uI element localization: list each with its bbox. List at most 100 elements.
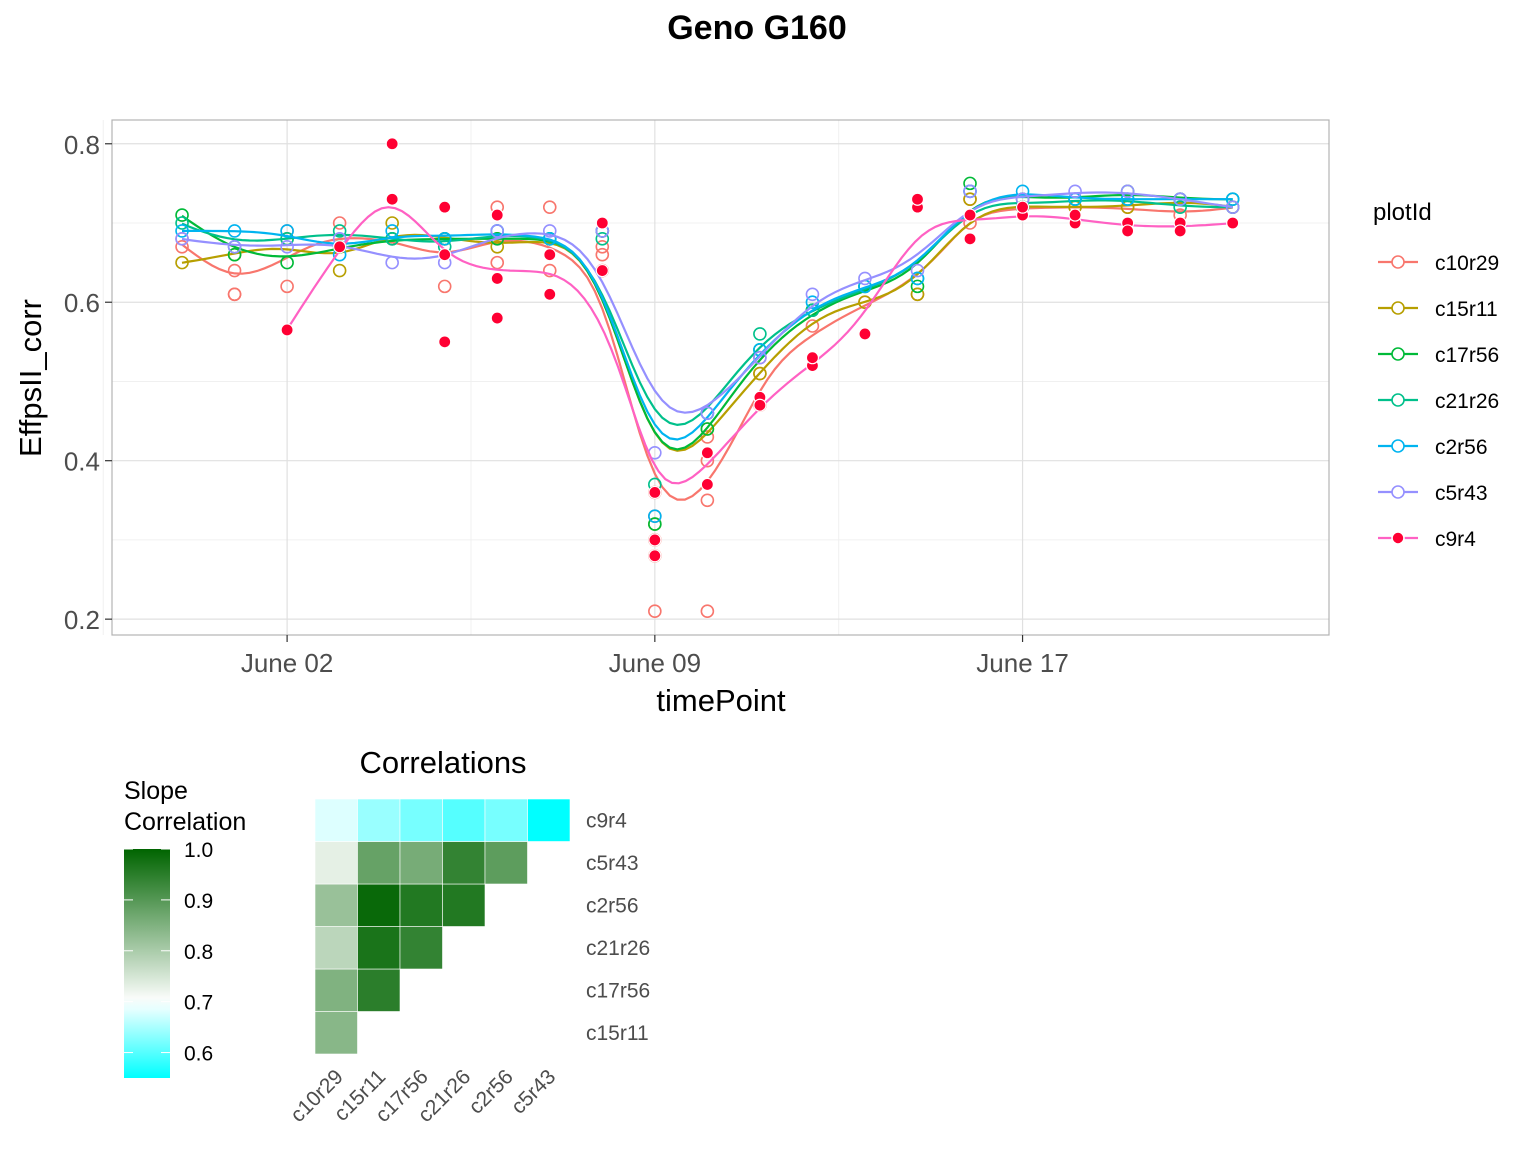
data-point — [227, 263, 242, 278]
data-point — [490, 208, 504, 222]
data-point — [227, 247, 242, 262]
data-point — [490, 224, 505, 238]
x-tick-label: June 09 — [609, 648, 702, 678]
heatmap-cell — [314, 883, 358, 927]
legend-label: c2r56 — [1435, 436, 1488, 459]
colorbar-ticks: 0.6 0.7 0.8 0.9 1.0 — [124, 839, 213, 1066]
series-line — [286, 206, 1233, 485]
colorbar — [124, 849, 170, 1078]
data-point — [437, 232, 452, 246]
colorbar-tick-label: 0.6 — [184, 1043, 213, 1066]
heatmap-cell — [357, 926, 401, 970]
legend-label: c10r29 — [1435, 252, 1499, 275]
data-point — [753, 327, 767, 341]
heatmap-cell — [314, 1011, 358, 1055]
data-point — [280, 255, 294, 270]
colorbar-title-line-1: Slope — [124, 777, 188, 805]
data-point — [805, 351, 820, 365]
data-point — [700, 477, 714, 492]
data-point — [805, 319, 820, 333]
data-point — [490, 232, 505, 246]
data-point — [332, 224, 347, 238]
heatmap-cell — [357, 798, 401, 842]
data-point — [910, 279, 925, 294]
heatmap-row-label: c5r43 — [586, 852, 639, 875]
data-point — [858, 327, 872, 341]
legend-label: c17r56 — [1435, 344, 1499, 367]
data-point — [1120, 184, 1135, 199]
legend-item-c5r43: c5r43 — [1378, 482, 1488, 505]
data-point — [543, 287, 557, 301]
legend-item-c17r56: c17r56 — [1378, 344, 1499, 367]
data-point — [595, 216, 609, 230]
data-point — [490, 311, 504, 325]
data-point — [227, 224, 242, 238]
data-point — [542, 263, 557, 278]
series-layer — [175, 137, 1240, 619]
data-point — [963, 184, 977, 199]
x-axis-title: timePoint — [656, 683, 786, 718]
colorbar-tick-label: 0.9 — [184, 890, 213, 913]
data-point — [648, 549, 662, 563]
legend-label: c9r4 — [1435, 528, 1476, 551]
data-point — [332, 263, 347, 278]
data-point — [753, 398, 767, 412]
legend-key-point — [1391, 485, 1405, 499]
heatmap-cell — [399, 926, 443, 970]
data-point — [490, 239, 505, 254]
heatmap-cell — [399, 798, 443, 842]
legend-label: c21r26 — [1435, 390, 1499, 413]
data-point — [227, 287, 242, 302]
data-point — [280, 239, 294, 254]
data-point — [542, 224, 557, 238]
data-point — [175, 208, 189, 222]
y-tick-label: 0.8 — [64, 130, 100, 160]
heatmap-cell — [484, 841, 528, 885]
data-point — [963, 208, 977, 222]
legend-key-point — [1391, 301, 1405, 315]
data-point — [542, 232, 557, 246]
heatmap-cell — [357, 883, 401, 927]
data-point — [385, 224, 399, 238]
x-tick-label: June 02 — [241, 648, 334, 678]
legend-key-point — [1391, 531, 1405, 545]
data-point — [963, 192, 977, 207]
data-point — [332, 216, 347, 230]
data-point — [1015, 200, 1030, 214]
series-line — [181, 193, 1233, 451]
x-tick-label: June 17 — [976, 648, 1069, 678]
legend: c10r29 c15r11 c17r56 c21r26 c2r56 c5r43 c9r4 — [1378, 252, 1499, 551]
series-line — [181, 191, 1233, 414]
legend-key-point — [1391, 393, 1405, 407]
colorbar-tick-label: 0.7 — [184, 992, 213, 1015]
colorbar-title-line-2: Correlation — [124, 808, 246, 836]
y-tick-label: 0.6 — [64, 288, 100, 318]
data-point — [175, 224, 189, 238]
heatmap-col-label: c5r43 — [507, 1065, 560, 1118]
heatmap-cell — [399, 841, 443, 885]
data-point — [438, 335, 452, 349]
data-point — [700, 430, 715, 444]
series-c21r26 — [175, 184, 1240, 492]
chart-title: Geno G160 — [667, 9, 847, 47]
data-point — [438, 248, 452, 262]
heatmap-cell — [527, 798, 571, 842]
heatmap-col-label: c2r56 — [464, 1065, 517, 1118]
series-c17r56 — [175, 176, 1240, 531]
data-point — [595, 263, 609, 278]
data-point — [1068, 184, 1082, 199]
colorbar-tick-label: 0.8 — [184, 941, 213, 964]
heatmap-cell — [314, 798, 358, 842]
heatmap-cell — [484, 798, 528, 842]
data-point — [385, 192, 399, 206]
y-tick-label: 0.4 — [64, 447, 100, 477]
data-point — [175, 216, 189, 230]
heatmap-title: Correlations — [359, 745, 526, 780]
data-point — [1226, 216, 1240, 230]
data-point — [648, 533, 662, 547]
data-point — [1225, 200, 1240, 214]
legend-label: c5r43 — [1435, 482, 1488, 505]
x-axis: June 02 June 09 June 17 — [241, 635, 1069, 678]
data-point — [542, 200, 557, 214]
